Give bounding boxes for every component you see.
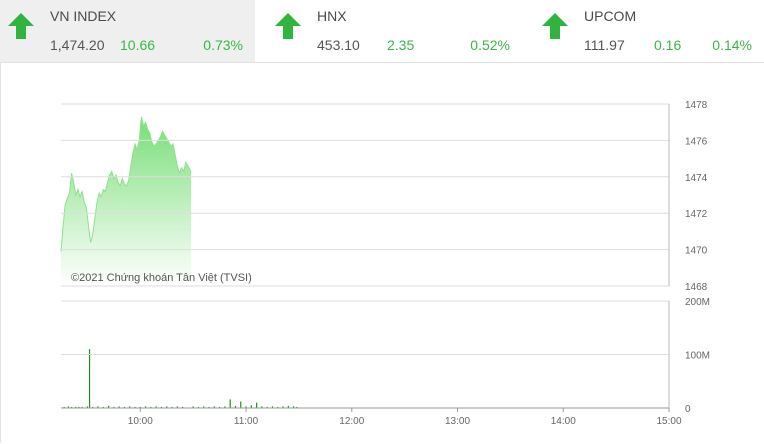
volume-bar bbox=[78, 406, 80, 408]
x-tick-label: 15:00 bbox=[656, 416, 681, 427]
volume-bar bbox=[129, 406, 131, 408]
index-change: 2.35 bbox=[387, 37, 415, 53]
volume-bar bbox=[113, 406, 115, 408]
volume-bar bbox=[240, 401, 242, 408]
volume-bar bbox=[208, 406, 210, 408]
volume-bar bbox=[197, 406, 200, 408]
x-tick-label: 14:00 bbox=[551, 416, 576, 427]
x-tick-label: 11:00 bbox=[234, 416, 259, 427]
volume-bar bbox=[277, 406, 279, 408]
volume-bar bbox=[86, 406, 89, 408]
volume-bar bbox=[88, 349, 91, 408]
volume-bar bbox=[296, 406, 298, 408]
chart-axes: 1478 1476 1474 1472 1470 1468 200M 100M 0 10:00 11… bbox=[61, 100, 710, 427]
volume-bar bbox=[182, 406, 184, 408]
volume-chart bbox=[63, 349, 298, 408]
volume-bar bbox=[234, 405, 237, 408]
up-arrow-icon bbox=[275, 13, 301, 39]
volume-bar bbox=[176, 406, 178, 408]
volume-bar bbox=[63, 406, 65, 408]
price-y-tick-label: 1476 bbox=[685, 136, 708, 147]
volume-bar bbox=[134, 406, 136, 408]
volume-bar bbox=[213, 406, 215, 408]
volume-bar bbox=[118, 406, 120, 408]
x-tick-label: 10:00 bbox=[128, 416, 153, 427]
index-price: 1,474.20 bbox=[50, 37, 105, 53]
volume-bar bbox=[192, 406, 194, 408]
intraday-chart: ©2021 Chứng khoán Tân Việt (TVSI) 147814… bbox=[60, 100, 710, 427]
volume-bar bbox=[203, 406, 205, 408]
chart-panel: ©2021 Chứng khoán Tân Việt (TVSI) 1478 14… bbox=[0, 62, 764, 443]
volume-bar bbox=[160, 406, 163, 408]
volume-bar bbox=[123, 406, 126, 408]
index-name: UPCOM bbox=[584, 8, 637, 24]
x-tick-label: 13:00 bbox=[445, 416, 470, 427]
x-tick-label: 12:00 bbox=[339, 416, 364, 427]
volume-bar bbox=[229, 399, 231, 408]
price-y-tick-label: 1478 bbox=[685, 100, 708, 111]
index-name: HNX bbox=[317, 8, 347, 24]
index-change: 10.66 bbox=[120, 37, 156, 53]
index-summary-bar: VN INDEX 1,474.20 10.66 0.73% HNX 453.10… bbox=[0, 0, 764, 62]
price-y-tick-label: 1472 bbox=[685, 209, 708, 220]
index-card-upcom[interactable]: UPCOM 111.97 0.16 0.14% bbox=[534, 0, 764, 62]
volume-bar bbox=[102, 406, 104, 408]
volume-bar bbox=[293, 406, 295, 408]
volume-bar bbox=[171, 406, 173, 408]
index-percent: 0.73% bbox=[203, 37, 243, 53]
index-percent: 0.14% bbox=[712, 37, 752, 53]
volume-bar bbox=[224, 406, 226, 408]
volume-bar bbox=[261, 406, 263, 408]
index-card-hnx[interactable]: HNX 453.10 2.35 0.52% bbox=[267, 0, 522, 62]
volume-bar bbox=[250, 405, 252, 408]
volume-bar bbox=[92, 406, 94, 408]
volume-bar bbox=[155, 406, 157, 408]
volume-bar bbox=[139, 406, 141, 408]
price-area bbox=[61, 116, 192, 286]
volume-y-tick-label: 0 bbox=[685, 404, 691, 415]
volume-bar bbox=[266, 406, 268, 408]
volume-y-tick-label: 100M bbox=[685, 351, 710, 362]
volume-bar bbox=[107, 405, 110, 408]
volume-bar bbox=[70, 406, 73, 408]
copyright-annotation: ©2021 Chứng khoán Tân Việt (TVSI) bbox=[71, 272, 252, 284]
volume-bar bbox=[81, 406, 83, 408]
price-y-tick-label: 1474 bbox=[685, 173, 708, 184]
index-card-vnindex[interactable]: VN INDEX 1,474.20 10.66 0.73% bbox=[0, 0, 255, 62]
volume-bar bbox=[282, 406, 284, 408]
volume-bar bbox=[271, 406, 274, 408]
index-price: 453.10 bbox=[317, 37, 360, 53]
price-y-tick-label: 1470 bbox=[685, 246, 708, 257]
price-y-tick-label: 1468 bbox=[685, 282, 708, 293]
volume-bar bbox=[97, 406, 99, 408]
volume-bar bbox=[219, 406, 221, 408]
volume-bar bbox=[144, 406, 147, 408]
index-percent: 0.52% bbox=[470, 37, 510, 53]
up-arrow-icon bbox=[8, 13, 34, 39]
volume-bar bbox=[245, 406, 247, 408]
price-chart: ©2021 Chứng khoán Tân Việt (TVSI) bbox=[60, 116, 252, 286]
volume-y-tick-label: 200M bbox=[685, 297, 710, 308]
volume-bar bbox=[67, 406, 70, 408]
index-price: 111.97 bbox=[584, 37, 625, 53]
index-name: VN INDEX bbox=[50, 8, 117, 24]
volume-bar bbox=[287, 405, 289, 408]
volume-bar bbox=[150, 406, 152, 408]
up-arrow-icon bbox=[542, 13, 568, 39]
volume-bar bbox=[256, 402, 258, 408]
price-line bbox=[60, 116, 192, 252]
volume-bar bbox=[75, 406, 77, 408]
index-change: 0.16 bbox=[654, 37, 682, 53]
volume-bar bbox=[166, 406, 168, 408]
